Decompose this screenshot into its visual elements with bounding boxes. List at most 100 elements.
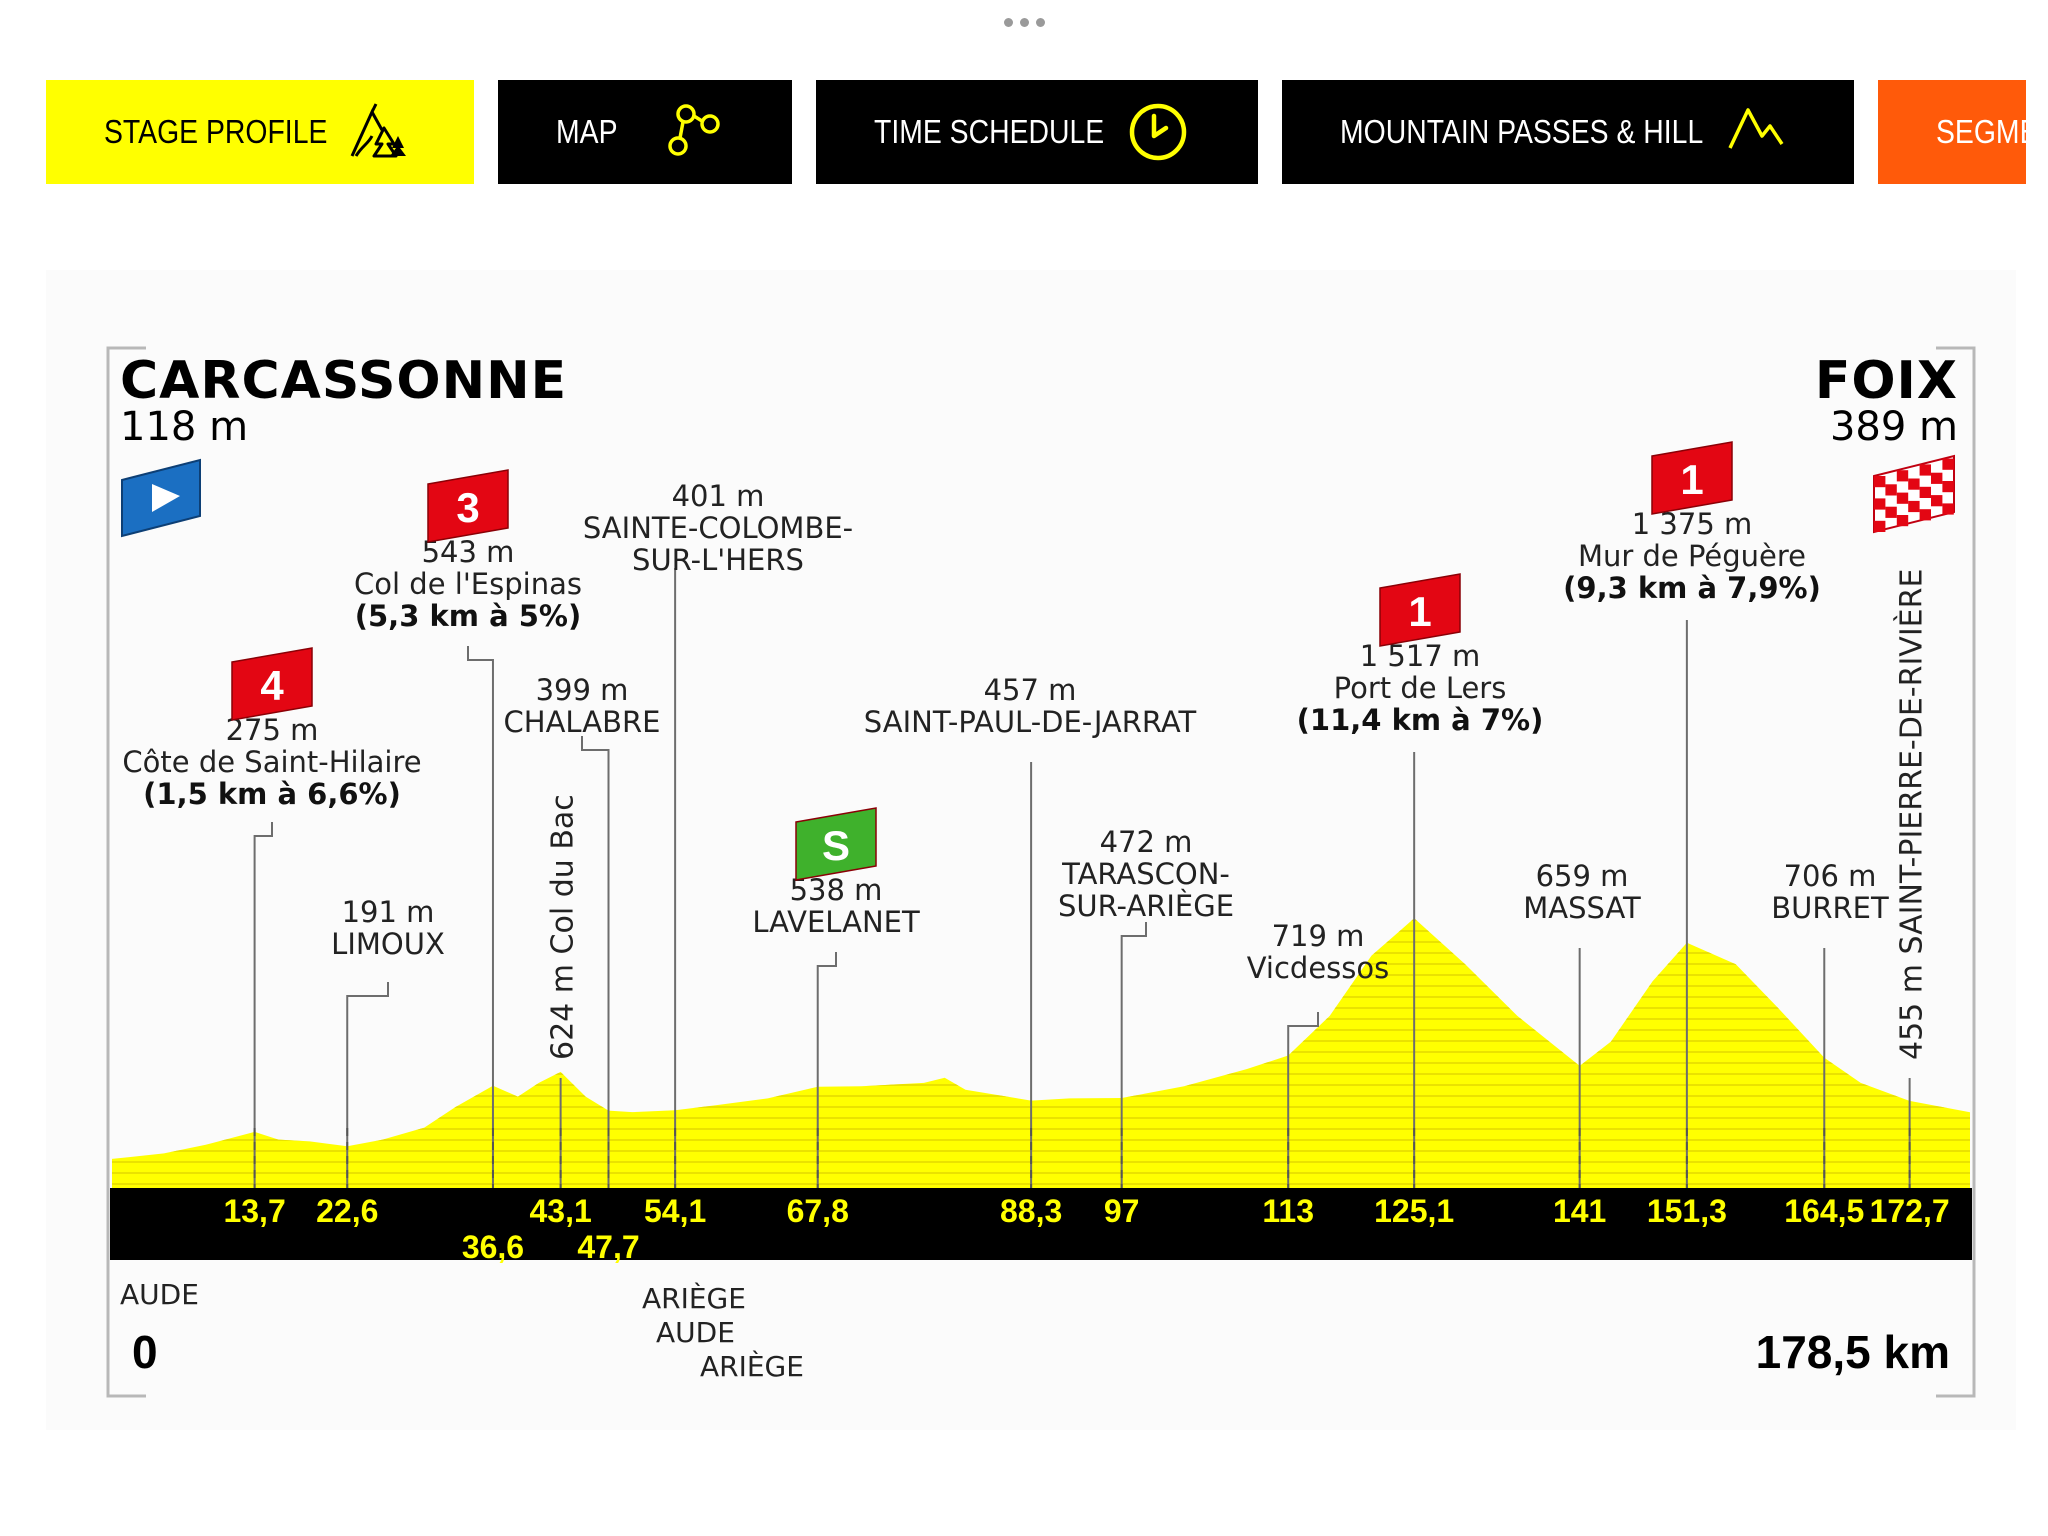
marker-leader-line (467, 646, 494, 1188)
department-labels: AUDE ARIÈGE AUDE ARIÈGE (120, 1278, 804, 1383)
point-altitude: 191 m (342, 895, 435, 929)
km-label: 141 (1553, 1193, 1606, 1229)
frame-left-bracket (106, 346, 146, 1398)
point-name: SAINT-PAUL-DE-JARRAT (864, 705, 1197, 739)
clock-icon (1129, 103, 1187, 161)
point-altitude: 457 m (984, 673, 1077, 707)
climb-detail: (5,3 km à 5%) (355, 599, 581, 633)
point-altitude: 399 m (536, 673, 629, 707)
department-label: AUDE (656, 1316, 735, 1349)
window-drag-handle[interactable] (1004, 14, 1052, 30)
point-altitude: 659 m (1536, 859, 1629, 893)
tab-stage-profile-label: STAGE PROFILE (104, 113, 328, 150)
finish-flag-check (1885, 506, 1897, 518)
point-name: TARASCON- (1061, 857, 1230, 891)
km-label: 172,7 (1870, 1193, 1950, 1229)
distance-band (110, 1188, 1972, 1260)
finish-flag-check (1896, 515, 1909, 527)
km-label: 13,7 (223, 1193, 285, 1229)
point-name: SAINTE-COLOMBE- (583, 511, 853, 545)
sprint-badge: S (795, 807, 877, 881)
km-label: 97 (1104, 1193, 1140, 1229)
finish-flag-check (1874, 520, 1886, 532)
finish-flag-icon (1873, 454, 1955, 534)
climb-detail: (1,5 km à 6,6%) (143, 777, 401, 811)
marker-lines (253, 568, 1911, 1188)
badge-label: 1 (1680, 456, 1703, 503)
tab-mountain-passes[interactable]: MOUNTAIN PASSES & HILL (1282, 80, 1854, 184)
finish-flag-check (1931, 495, 1943, 507)
finish-flag-check (1931, 472, 1943, 484)
point-name: LIMOUX (331, 927, 445, 961)
point-altitude: 706 m (1784, 859, 1877, 893)
km-label: 22,6 (316, 1193, 378, 1229)
finish-flag-check (1896, 492, 1909, 504)
point-name: Mur de Péguère (1578, 539, 1806, 573)
marker-leader-line (346, 982, 389, 1188)
marker-leader-line (253, 822, 273, 1188)
tab-mountain-passes-label: MOUNTAIN PASSES & HILL (1340, 113, 1704, 150)
km-label: 36,6 (462, 1229, 524, 1265)
badge-label: 1 (1408, 588, 1431, 635)
vertical-label: 624 m Col du Bac (546, 794, 581, 1060)
tab-time-schedule-label: TIME SCHEDULE (874, 113, 1105, 150)
badge-shape (231, 647, 313, 721)
point-name: SUR-ARIÈGE (1058, 889, 1234, 923)
finish-flag-check (1874, 498, 1886, 510)
tab-bar: STAGE PROFILE MAP TIME SCHEDULE MOUNTAIN… (46, 80, 2026, 184)
badge-label: S (822, 822, 850, 869)
start-flag-icon (121, 458, 201, 538)
km-label: 125,1 (1374, 1193, 1454, 1229)
vertical-point-label: 624 m Col du Bac (546, 794, 581, 1060)
finish-name: FOIX (1815, 351, 1958, 411)
department-label: ARIÈGE (700, 1349, 804, 1383)
point-altitude: 401 m (672, 479, 765, 513)
climb-detail: (11,4 km à 7%) (1297, 703, 1544, 737)
finish-flag-checks (1874, 458, 1954, 532)
finish-flag-check (1896, 470, 1909, 482)
marker-leader-line (816, 952, 837, 1188)
km-label: 67,8 (787, 1193, 849, 1229)
point-name: LAVELANET (752, 905, 920, 939)
badge-label: 3 (456, 484, 479, 531)
tab-segments-label: SEGME (1936, 113, 2026, 150)
finish-altitude: 389 m (1830, 404, 1958, 450)
finish-flag-check (1942, 458, 1954, 470)
km-label: 88,3 (1000, 1193, 1062, 1229)
point-name: MASSAT (1523, 891, 1641, 925)
marker-leader-line (581, 736, 610, 1188)
start-name: CARCASSONNE (120, 351, 567, 411)
start-km: 0 (132, 1326, 158, 1378)
tab-map[interactable]: MAP (498, 80, 792, 184)
km-label: 113 (1262, 1193, 1314, 1229)
point-name: Port de Lers (1334, 671, 1507, 705)
category-badge: 4 (231, 647, 313, 721)
tab-segments[interactable]: SEGME (1878, 80, 2026, 184)
finish-flag-check (1942, 503, 1954, 515)
badge-shape (1379, 573, 1461, 647)
tab-time-schedule[interactable]: TIME SCHEDULE (816, 80, 1258, 184)
finish-km: 178,5 km (1756, 1326, 1950, 1378)
category-badges: 4 3 S 1 1 (231, 441, 1733, 881)
finish-flag-check (1919, 464, 1931, 476)
category-badge: 3 (427, 469, 509, 543)
forest-mountain-icon (350, 103, 406, 158)
point-altitude: 472 m (1100, 825, 1193, 859)
badge-shape (427, 469, 509, 543)
elevation-area (112, 918, 1970, 1188)
finish-flag-check (1942, 481, 1954, 493)
vertical-label: 455 m SAINT-PIERRE-DE-RIVIÈRE (1894, 569, 1930, 1060)
tab-stage-profile[interactable]: STAGE PROFILE (46, 80, 474, 184)
mountain-peak-icon (1728, 108, 1784, 149)
km-label: 164,5 (1784, 1193, 1864, 1229)
km-labels: 13,7 22,6 36,643,147,754,1 67,8 88,3 97 113 125… (223, 1193, 1949, 1265)
badge-shape (795, 807, 877, 881)
stage-profile-chart: 13,7 22,636,643,147,754,1 67,8 88,3 97 113 125… (46, 270, 2016, 1430)
frame-right-bracket (1936, 346, 1976, 1398)
point-name: SUR-L'HERS (632, 543, 804, 577)
start-finish: CARCASSONNE 118 m FOIX 389 m 0 178,5 km (120, 351, 1958, 1378)
vertical-point-label: 455 m SAINT-PIERRE-DE-RIVIÈRE (1894, 569, 1930, 1060)
department-label: ARIÈGE (642, 1281, 746, 1315)
marker-leader-line (1287, 1012, 1319, 1188)
start-altitude: 118 m (120, 404, 248, 450)
